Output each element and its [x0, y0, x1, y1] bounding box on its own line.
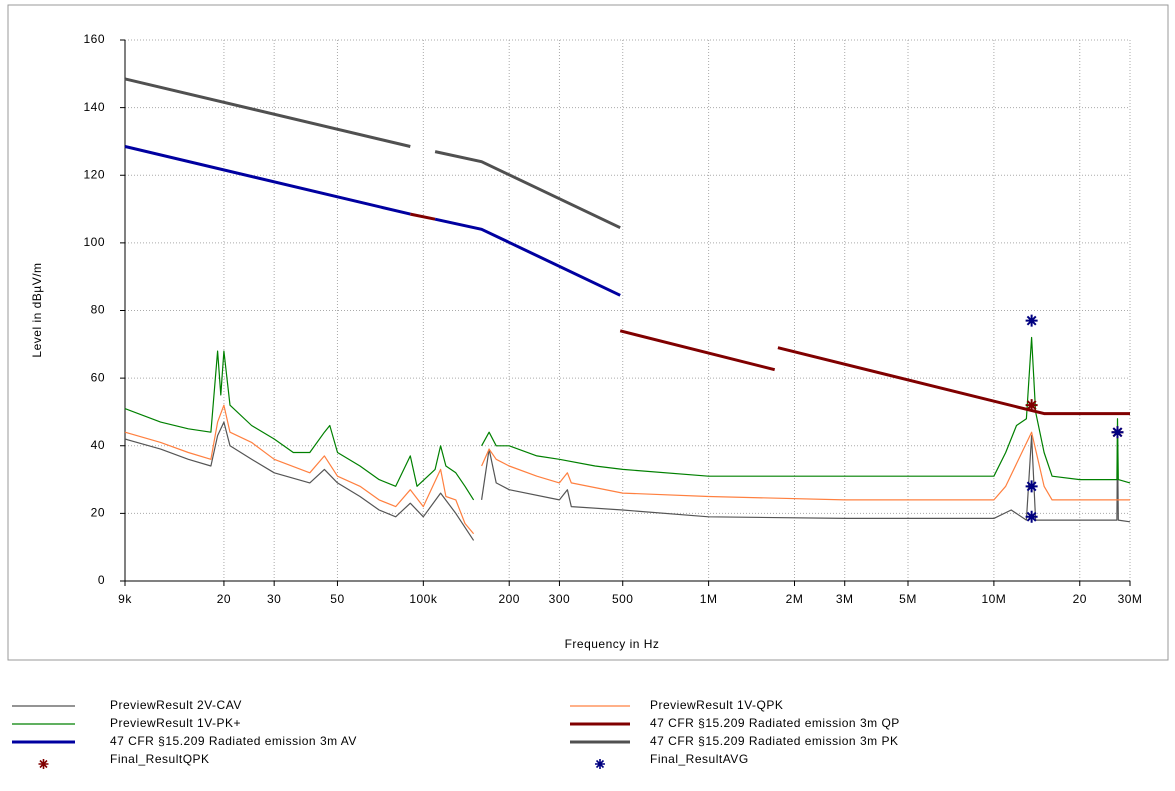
y-tick-label: 120 — [83, 167, 105, 181]
y-tick-label: 20 — [91, 506, 105, 520]
x-tick-label: 5M — [899, 592, 917, 606]
series-line — [124, 145, 621, 297]
final-result-marker — [1111, 426, 1124, 439]
series-line — [124, 77, 621, 230]
y-tick-label: 160 — [83, 32, 105, 46]
final-result-marker — [1025, 314, 1038, 327]
legend-marker — [595, 759, 605, 769]
x-tick-label: 10M — [981, 592, 1006, 606]
x-axis-label: Frequency in Hz — [565, 637, 660, 651]
y-tick-label: 140 — [83, 100, 105, 114]
final-result-marker — [1025, 510, 1038, 523]
chart-frame — [7, 4, 1169, 661]
legend-label: Final_ResultAVG — [650, 752, 749, 766]
final-result-marker — [1025, 480, 1038, 493]
x-tick-label: 50 — [330, 592, 344, 606]
y-tick-label: 80 — [91, 303, 105, 317]
x-tick-label: 300 — [549, 592, 571, 606]
x-tick-label: 500 — [612, 592, 634, 606]
y-axis-label: Level in dBµV/m — [30, 262, 44, 357]
final-result-marker — [1025, 399, 1038, 412]
series-line — [409, 212, 1130, 416]
series-line — [124, 421, 1131, 541]
x-tick-label: 2M — [786, 592, 804, 606]
legend-label: PreviewResult 2V-CAV — [110, 698, 242, 712]
legend-label: PreviewResult 1V-QPK — [650, 698, 783, 712]
y-tick-label: 100 — [83, 235, 105, 249]
legend-label: Final_ResultQPK — [110, 752, 210, 766]
x-tick-label: 20 — [1073, 592, 1087, 606]
legend-label: 47 CFR §15.209 Radiated emission 3m PK — [650, 734, 898, 748]
legend-label: 47 CFR §15.209 Radiated emission 3m QP — [650, 716, 900, 730]
series-line — [124, 404, 1130, 535]
x-tick-label: 100k — [409, 592, 438, 606]
y-tick-label: 0 — [98, 573, 105, 587]
x-tick-label: 3M — [836, 592, 854, 606]
y-tick-label: 60 — [91, 370, 105, 384]
legend-marker — [38, 759, 49, 769]
series-line — [124, 336, 1131, 501]
x-tick-label: 9k — [118, 592, 132, 606]
x-tick-label: 200 — [498, 592, 520, 606]
legend-label: 47 CFR §15.209 Radiated emission 3m AV — [110, 734, 357, 748]
legend-label: PreviewResult 1V-PK+ — [110, 716, 241, 730]
x-tick-label: 1M — [700, 592, 718, 606]
x-tick-label: 30M — [1118, 592, 1143, 606]
x-tick-label: 20 — [217, 592, 231, 606]
y-tick-label: 40 — [91, 438, 105, 452]
x-tick-label: 30 — [267, 592, 281, 606]
